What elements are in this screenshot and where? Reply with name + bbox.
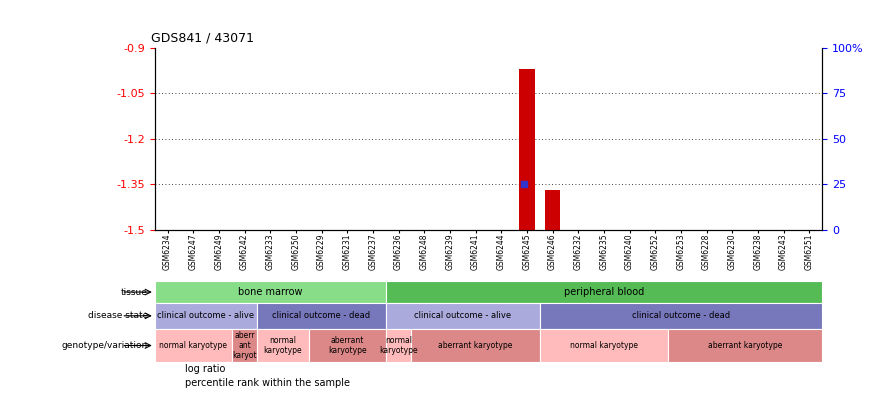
Bar	[155, 281, 385, 303]
Text: normal
karyotype: normal karyotype	[263, 336, 302, 355]
Text: percentile rank within the sample: percentile rank within the sample	[185, 378, 350, 388]
Bar	[257, 329, 309, 362]
Bar	[540, 329, 668, 362]
Bar	[385, 281, 822, 303]
Bar	[257, 303, 385, 329]
Text: aberrant karyotype: aberrant karyotype	[708, 341, 782, 350]
Text: genotype/variation: genotype/variation	[62, 341, 148, 350]
Text: GDS841 / 43071: GDS841 / 43071	[151, 32, 255, 45]
Text: clinical outcome - alive: clinical outcome - alive	[157, 311, 255, 320]
Text: normal karyotype: normal karyotype	[570, 341, 638, 350]
Bar	[232, 329, 257, 362]
Bar	[155, 329, 232, 362]
Bar	[309, 329, 385, 362]
Text: normal
karyotype: normal karyotype	[379, 336, 418, 355]
Text: clinical outcome - dead: clinical outcome - dead	[632, 311, 730, 320]
Text: aberrant
karyotype: aberrant karyotype	[328, 336, 367, 355]
Bar	[385, 303, 540, 329]
Text: normal karyotype: normal karyotype	[159, 341, 227, 350]
Text: aberr
ant
karyot: aberr ant karyot	[232, 331, 257, 360]
Text: tissue: tissue	[121, 287, 148, 297]
Text: clinical outcome - alive: clinical outcome - alive	[415, 311, 511, 320]
Bar	[540, 303, 822, 329]
Text: aberrant karyotype: aberrant karyotype	[438, 341, 513, 350]
Bar	[668, 329, 822, 362]
Bar	[545, 190, 560, 230]
Text: log ratio: log ratio	[185, 364, 225, 374]
Bar	[385, 329, 411, 362]
Text: disease state: disease state	[88, 311, 148, 320]
Bar	[155, 303, 257, 329]
Text: bone marrow: bone marrow	[238, 287, 302, 297]
Bar	[411, 329, 540, 362]
Text: clinical outcome - dead: clinical outcome - dead	[272, 311, 370, 320]
Text: peripheral blood: peripheral blood	[564, 287, 644, 297]
Bar	[519, 69, 535, 230]
